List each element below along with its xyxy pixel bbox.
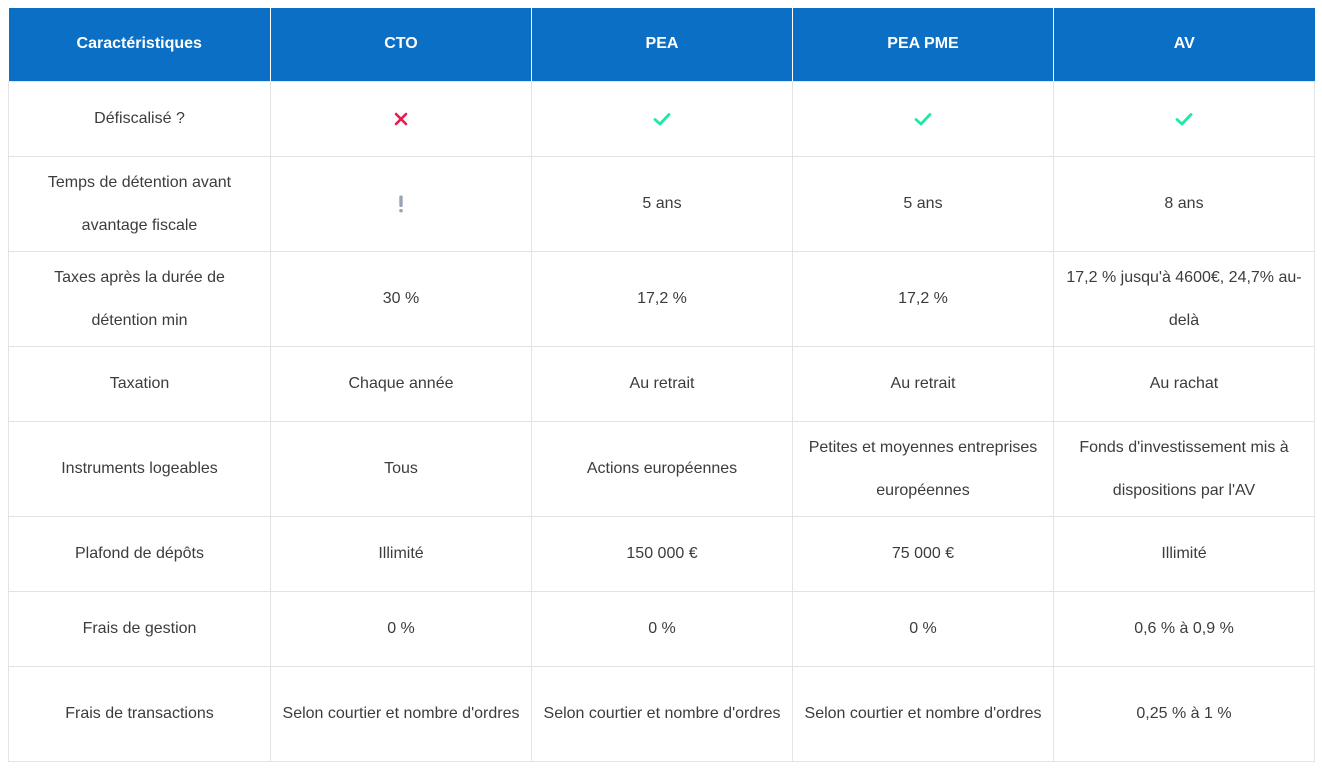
row-label: Taxation: [8, 345, 271, 422]
table-cell: [1053, 80, 1315, 157]
table-cell: Au retrait: [531, 345, 793, 422]
table-row: Instruments logeables Tous Actions europ…: [8, 420, 1315, 517]
comparison-table-container: Caractéristiques CTO PEA PEA PME AV Défi…: [8, 8, 1315, 762]
table-row: Plafond de dépôts Illimité 150 000 € 75 …: [8, 515, 1315, 592]
exclamation-icon: [399, 195, 403, 213]
table-cell: 30 %: [270, 250, 532, 347]
table-cell: Selon courtier et nombre d'ordres: [792, 665, 1054, 762]
table-cell: [531, 80, 793, 157]
row-label: Plafond de dépôts: [8, 515, 271, 592]
table-cell: Tous: [270, 420, 532, 517]
table-cell: 0 %: [270, 590, 532, 667]
comparison-table: Caractéristiques CTO PEA PEA PME AV Défi…: [8, 8, 1315, 762]
table-cell: [792, 80, 1054, 157]
table-cell: Selon courtier et nombre d'ordres: [531, 665, 793, 762]
row-label: Frais de transactions: [8, 665, 271, 762]
table-cell: 17,2 %: [531, 250, 793, 347]
table-cell: Illimité: [1053, 515, 1315, 592]
table-cell: Au retrait: [792, 345, 1054, 422]
table-header-row: Caractéristiques CTO PEA PEA PME AV: [8, 8, 1315, 81]
table-cell: [270, 155, 532, 252]
table-row: Temps de détention avant avantage fiscal…: [8, 155, 1315, 252]
check-icon: [914, 112, 932, 126]
table-cell: Selon courtier et nombre d'ordres: [270, 665, 532, 762]
header-cto: CTO: [270, 8, 532, 81]
table-cell: Actions européennes: [531, 420, 793, 517]
row-label: Instruments logeables: [8, 420, 271, 517]
table-cell: 75 000 €: [792, 515, 1054, 592]
table-cell: 0,6 % à 0,9 %: [1053, 590, 1315, 667]
table-cell: Illimité: [270, 515, 532, 592]
table-cell: 5 ans: [531, 155, 793, 252]
table-cell: Au rachat: [1053, 345, 1315, 422]
table-cell: Petites et moyennes entreprises européen…: [792, 420, 1054, 517]
header-caracteristiques: Caractéristiques: [8, 8, 271, 81]
table-cell: 5 ans: [792, 155, 1054, 252]
header-pea: PEA: [531, 8, 793, 81]
table-cell: 0 %: [792, 590, 1054, 667]
row-label: Temps de détention avant avantage fiscal…: [8, 155, 271, 252]
table-cell: Fonds d'investissement mis à disposition…: [1053, 420, 1315, 517]
table-cell: 0 %: [531, 590, 793, 667]
header-av: AV: [1053, 8, 1315, 81]
row-label: Frais de gestion: [8, 590, 271, 667]
table-row: Frais de gestion 0 % 0 % 0 % 0,6 % à 0,9…: [8, 590, 1315, 667]
table-cell: 17,2 %: [792, 250, 1054, 347]
header-pea-pme: PEA PME: [792, 8, 1054, 81]
table-cell: 0,25 % à 1 %: [1053, 665, 1315, 762]
table-row: Défiscalisé ?: [8, 80, 1315, 157]
table-row: Frais de transactions Selon courtier et …: [8, 665, 1315, 762]
check-icon: [1175, 112, 1193, 126]
table-row: Taxes après la durée de détention min 30…: [8, 250, 1315, 347]
table-cell: [270, 80, 532, 157]
cross-icon: [394, 112, 408, 126]
table-cell: Chaque année: [270, 345, 532, 422]
table-cell: 8 ans: [1053, 155, 1315, 252]
table-cell: 17,2 % jusqu'à 4600€, 24,7% au-delà: [1053, 250, 1315, 347]
check-icon: [653, 112, 671, 126]
row-label: Défiscalisé ?: [8, 80, 271, 157]
table-cell: 150 000 €: [531, 515, 793, 592]
row-label: Taxes après la durée de détention min: [8, 250, 271, 347]
table-row: Taxation Chaque année Au retrait Au retr…: [8, 345, 1315, 422]
